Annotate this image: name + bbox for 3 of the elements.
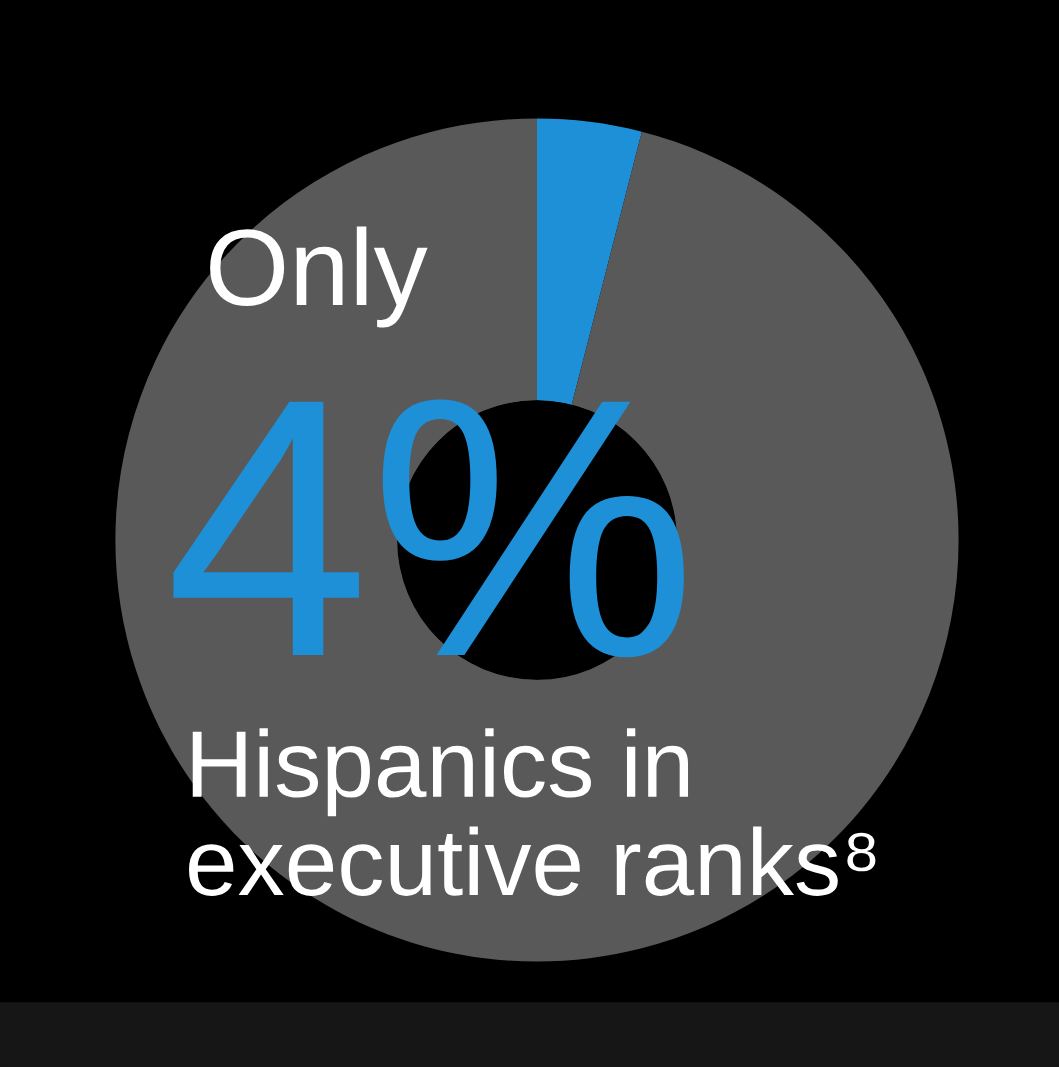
text: Only [210,226,428,328]
text: 4% [173,399,684,658]
text: Hispanics in executive ranks⁸ [189,728,876,896]
